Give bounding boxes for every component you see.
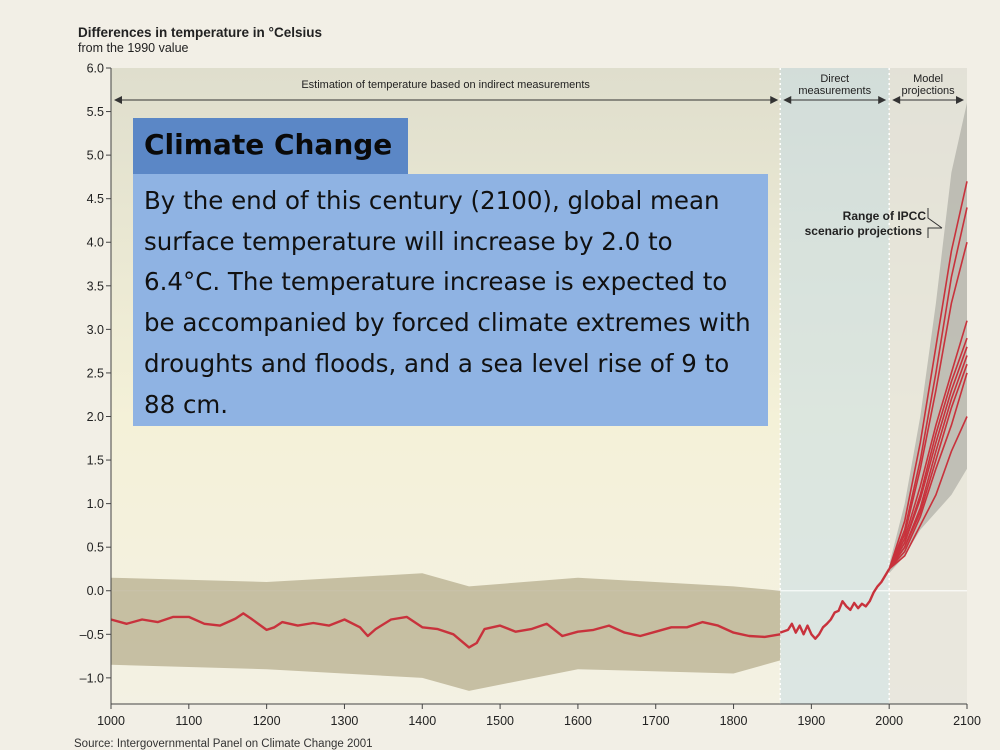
chart-subtitle: from the 1990 value xyxy=(78,41,189,55)
overlay-title-box: Climate Change xyxy=(133,118,408,174)
region-label-indirect: Estimation of temperature based on indir… xyxy=(301,79,590,91)
y-tick-label: 3.5 xyxy=(87,279,104,293)
series-line-projection xyxy=(888,320,968,570)
series-line-projection xyxy=(888,181,968,570)
overlay-text-box: By the end of this century (2100), globa… xyxy=(133,174,768,426)
x-tick-label: 2100 xyxy=(953,714,981,728)
region-arrow-direct-head xyxy=(878,96,887,104)
series-line-instrumental xyxy=(779,568,891,640)
series-line-projection xyxy=(888,416,968,570)
x-tick-label: 1600 xyxy=(564,714,592,728)
region-arrow-model-head xyxy=(892,96,901,104)
y-tick-label: 4.5 xyxy=(87,192,104,206)
y-tick-label: –1.0 xyxy=(80,671,104,685)
y-tick-label: 6.0 xyxy=(87,62,104,76)
region-arrow-model-head xyxy=(956,96,964,104)
y-tick-label: 5.0 xyxy=(87,149,104,163)
region-arrow-indirect-head xyxy=(114,96,122,104)
region-label-direct: Direct xyxy=(820,73,849,85)
y-tick-label: 0.0 xyxy=(87,584,104,598)
x-tick-label: 1200 xyxy=(253,714,281,728)
y-tick-label: 1.5 xyxy=(87,454,104,468)
region-arrow-direct-head xyxy=(783,96,792,104)
y-tick-label: 2.0 xyxy=(87,410,104,424)
series-line-projection xyxy=(888,242,968,570)
ipcc-range-label: scenario projections xyxy=(805,224,923,238)
y-tick-label: 4.0 xyxy=(87,236,104,250)
series-line-projection xyxy=(888,346,968,570)
projection-range-band xyxy=(889,102,967,574)
x-tick-label: 1400 xyxy=(408,714,436,728)
region-arrow-indirect-head xyxy=(770,96,779,104)
x-tick-label: 1500 xyxy=(486,714,514,728)
series-line-reconstruction xyxy=(110,612,781,649)
y-tick-label: 0.5 xyxy=(87,541,104,555)
y-tick-label: 2.5 xyxy=(87,366,104,380)
direct-measurements-shade xyxy=(780,68,890,704)
x-tick-label: 1300 xyxy=(331,714,359,728)
x-tick-label: 2000 xyxy=(875,714,903,728)
x-tick-label: 1900 xyxy=(797,714,825,728)
x-tick-label: 1000 xyxy=(97,714,125,728)
source-note: Source: Intergovernmental Panel on Clima… xyxy=(74,738,373,750)
x-tick-label: 1700 xyxy=(642,714,670,728)
ipcc-range-label: Range of IPCC xyxy=(843,209,927,223)
y-tick-label: –0.5 xyxy=(80,628,104,642)
region-label-direct: measurements xyxy=(798,85,871,97)
series-line-projection xyxy=(888,363,968,570)
y-tick-label: 1.0 xyxy=(87,497,104,511)
region-label-model: projections xyxy=(901,85,955,97)
y-tick-label: 3.0 xyxy=(87,323,104,337)
chart-title: Differences in temperature in °Celsius xyxy=(78,25,322,40)
overlay-title: Climate Change xyxy=(144,128,393,161)
overlay-body: By the end of this century (2100), globa… xyxy=(144,186,751,419)
region-label-model: Model xyxy=(913,73,943,85)
y-tick-label: 5.5 xyxy=(87,105,104,119)
series-line-projection xyxy=(888,372,968,570)
x-tick-label: 1800 xyxy=(720,714,748,728)
x-tick-label: 1100 xyxy=(175,714,202,728)
ipcc-range-bracket xyxy=(927,208,943,238)
series-line-projection xyxy=(888,207,968,570)
